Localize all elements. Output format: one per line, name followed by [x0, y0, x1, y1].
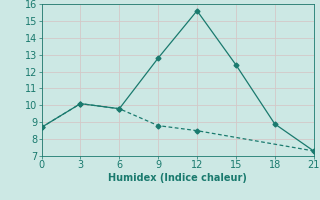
X-axis label: Humidex (Indice chaleur): Humidex (Indice chaleur) [108, 173, 247, 183]
